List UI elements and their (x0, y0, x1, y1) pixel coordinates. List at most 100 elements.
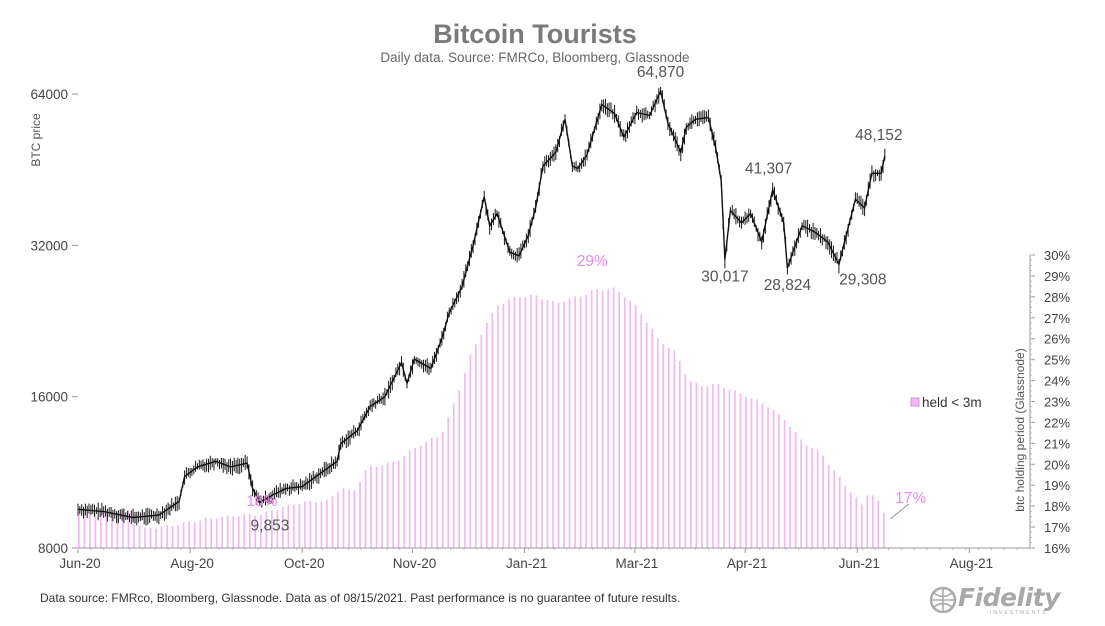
holding-bar (259, 515, 262, 548)
holding-bar (210, 518, 213, 548)
legend-label: held < 3m (922, 395, 982, 410)
right-tick-label: 21% (1044, 436, 1070, 451)
holding-bar (607, 289, 609, 548)
holding-bar (739, 393, 742, 548)
holding-bar (221, 516, 224, 548)
holding-bar (83, 510, 86, 548)
holding-bar (364, 470, 367, 548)
holding-bar (381, 465, 383, 548)
holding-bar (623, 297, 626, 548)
holding-bar (94, 513, 97, 548)
holding-bar (712, 384, 714, 548)
holding-bar (684, 374, 687, 548)
holding-bar (767, 407, 769, 548)
holding-bar (855, 497, 858, 548)
logo-subtext: INVESTMENTS (990, 610, 1048, 616)
holding-bar (430, 438, 433, 548)
logo-text: Fidelity (958, 583, 1060, 612)
x-tick-label: Jun-21 (839, 556, 880, 571)
holding-bar (469, 354, 472, 548)
holding-bar (772, 409, 775, 548)
legend-swatch (910, 397, 920, 407)
holding-bar (100, 511, 102, 548)
holding-bar (188, 521, 190, 548)
holding-bar (370, 465, 372, 548)
holding-bar (805, 445, 808, 548)
holding-bar (491, 312, 494, 548)
right-tick-label: 28% (1044, 290, 1070, 305)
holding-bar (882, 512, 885, 548)
holding-bar (695, 382, 698, 548)
holding-bar (182, 522, 185, 548)
price-annotation: 48,152 (855, 127, 902, 144)
holding-bar (171, 526, 174, 548)
holding-bar (723, 387, 725, 548)
holding-bar (552, 301, 554, 548)
holding-bar (574, 296, 576, 548)
holding-bar (414, 448, 417, 548)
holding-bar (408, 450, 411, 548)
x-tick-label: Oct-20 (284, 556, 325, 571)
holding-bar (811, 447, 813, 548)
holding-bar (789, 426, 791, 548)
holding-bar (326, 499, 328, 548)
holding-bar (860, 504, 863, 548)
holding-bar (375, 466, 378, 548)
holding-bar (585, 294, 587, 548)
y-tick-label: 8000 (38, 541, 68, 556)
holding-bar (204, 517, 207, 548)
holding-bar (436, 437, 439, 548)
chart-title: Bitcoin Tourists (433, 19, 637, 49)
holding-bar (778, 413, 780, 548)
x-tick-label: Aug-21 (950, 556, 994, 571)
holding-bar (673, 350, 676, 548)
holding-bar (331, 496, 334, 548)
right-tick-label: 22% (1044, 415, 1070, 430)
holding-bar (386, 462, 389, 548)
holding-bar (116, 512, 119, 548)
price-annotation: 41,307 (745, 161, 792, 178)
holding-annotation: 18% (246, 493, 277, 510)
holding-bar (138, 525, 141, 548)
holding-bar (133, 515, 135, 548)
holding-bar (596, 289, 598, 548)
holding-bar (827, 464, 830, 548)
holding-bar (337, 491, 339, 548)
holding-bar (761, 403, 764, 548)
holding-bar (612, 287, 615, 548)
holding-bar (177, 525, 179, 548)
holding-bar (480, 334, 483, 548)
holding-bar (690, 381, 692, 548)
right-tick-label: 30% (1044, 248, 1070, 263)
holding-bar (248, 514, 251, 548)
right-tick-label: 20% (1044, 457, 1070, 472)
holding-bar (618, 291, 621, 548)
holding-bar (678, 361, 681, 548)
holding-bar (447, 417, 450, 548)
holding-bar (474, 344, 477, 548)
right-tick-label: 18% (1044, 499, 1070, 514)
holding-bar (601, 290, 604, 548)
holding-bar (800, 439, 802, 548)
holding-bar (590, 290, 593, 548)
holding-bar (530, 294, 532, 548)
holding-bar (348, 489, 350, 548)
holding-bar (270, 510, 273, 548)
holding-bar (849, 492, 852, 548)
holding-bar (706, 386, 709, 548)
price-annotation: 64,870 (637, 64, 685, 81)
holding-bar (127, 510, 130, 548)
holding-bar (745, 397, 747, 548)
holding-bar (452, 403, 455, 548)
holding-bar (750, 398, 753, 548)
holding-bar (662, 344, 665, 548)
fidelity-logo: Fidelity INVESTMENTS (928, 583, 1073, 616)
price-annotation: 28,824 (764, 277, 812, 294)
holding-bar (563, 301, 565, 548)
holding-bar (320, 501, 323, 548)
holding-bar (160, 526, 163, 548)
right-tick-label: 27% (1044, 311, 1070, 326)
holding-bar (656, 338, 659, 548)
price-annotation: 9,853 (251, 518, 290, 535)
